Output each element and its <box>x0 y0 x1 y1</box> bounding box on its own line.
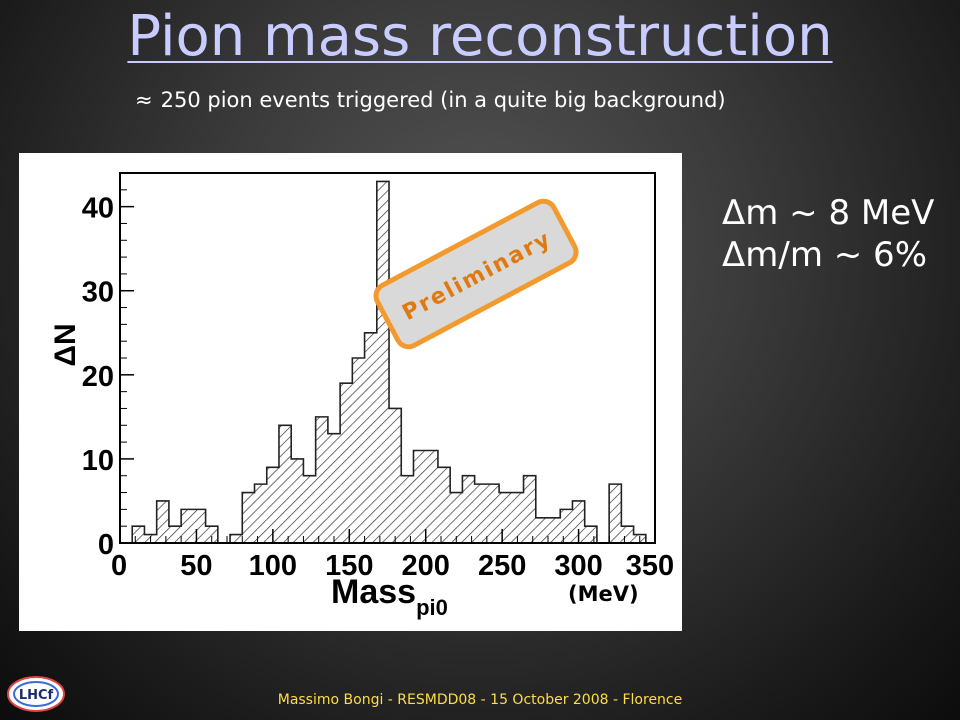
histogram-bar <box>303 475 316 543</box>
histogram-bar <box>278 425 292 543</box>
histogram-chart: 0 10 20 30 40 0 50 100 150 200 250 300 350 ΔN Massp… <box>49 172 674 620</box>
histogram-bar <box>181 509 194 543</box>
histogram-bar <box>584 526 597 543</box>
histogram-bar <box>474 484 487 543</box>
histogram-bar <box>315 416 328 543</box>
x-tick-label: 300 <box>554 550 602 582</box>
unit-label: (MeV) <box>568 582 639 606</box>
x-tick-label: 250 <box>478 550 526 582</box>
histogram-bar <box>621 526 634 543</box>
y-tick-label: 30 <box>82 277 114 309</box>
relative-resolution-text: Δm/m ~ 6% <box>722 235 927 275</box>
x-tick-label: 0 <box>111 550 127 582</box>
histogram-outline <box>120 180 655 544</box>
y-tick-label: 10 <box>82 445 114 477</box>
histogram-bar <box>254 484 267 543</box>
histogram-bar <box>364 332 377 543</box>
x-axis-label: Masspi0 <box>331 573 448 620</box>
histogram-bar <box>266 467 279 543</box>
histogram-bar <box>425 450 438 543</box>
histogram-bar <box>548 517 561 543</box>
histogram-bar <box>609 484 622 543</box>
histogram-bar <box>156 500 169 543</box>
histogram-bar <box>486 484 500 543</box>
x-tick-label: 50 <box>180 550 212 582</box>
histogram-bar <box>376 181 390 543</box>
histogram-bar <box>401 475 414 543</box>
subtitle-text: 250 pion events triggered (in a quite bi… <box>160 88 726 112</box>
x-tick-label: 150 <box>325 550 373 582</box>
histogram-bar <box>499 492 512 543</box>
histogram-bar <box>340 383 353 543</box>
x-axis: 0 50 100 150 200 250 300 350 <box>111 529 674 582</box>
y-tick-label: 20 <box>82 361 114 393</box>
histogram-panel: 0 10 20 30 40 0 50 100 150 200 250 300 350 ΔN Massp… <box>19 153 682 631</box>
histogram-bar <box>462 475 475 543</box>
histogram-bars <box>132 181 646 543</box>
histogram-bar <box>535 517 548 543</box>
y-axis: 0 10 20 30 40 <box>82 172 134 561</box>
preliminary-stamp: Preliminary <box>373 198 579 350</box>
logo-text: LHCf <box>19 688 54 703</box>
histogram-bar <box>572 500 585 543</box>
histogram-bar <box>511 492 524 543</box>
histogram-bar <box>242 492 255 543</box>
y-axis-label: ΔN <box>49 323 82 366</box>
x-tick-label: 350 <box>626 550 674 582</box>
histogram-bar <box>389 408 402 543</box>
histogram-bar <box>205 526 218 543</box>
histogram-bar <box>327 433 341 543</box>
histogram-bar <box>560 509 573 543</box>
delta-m-text: Δm ~ 8 MeV <box>722 193 935 233</box>
approx-symbol: ≈ <box>135 88 153 112</box>
histogram-bar <box>450 492 463 543</box>
histogram-bar <box>437 467 451 543</box>
histogram-bar <box>413 450 426 543</box>
histogram-bar <box>132 526 145 543</box>
histogram-bar <box>168 526 182 543</box>
histogram-bar <box>291 458 304 543</box>
y-tick-label: 0 <box>98 529 114 561</box>
histogram-bar <box>230 534 243 543</box>
y-tick-label: 40 <box>82 193 114 225</box>
histogram-bar <box>193 509 206 543</box>
footer-text: Massimo Bongi - RESMDD08 - 15 October 20… <box>277 692 683 708</box>
x-tick-label: 200 <box>402 550 450 582</box>
resolution-stats: Δm ~ 8 MeV Δm/m ~ 6% <box>722 192 934 276</box>
lhcf-logo: LHCf <box>7 676 65 712</box>
histogram-bar <box>523 475 536 543</box>
subtitle: ≈250 pion events triggered (in a quite b… <box>135 88 726 112</box>
histogram-bar <box>352 358 365 543</box>
slide-title: Pion mass reconstruction <box>127 4 833 69</box>
x-tick-label: 100 <box>249 550 297 582</box>
